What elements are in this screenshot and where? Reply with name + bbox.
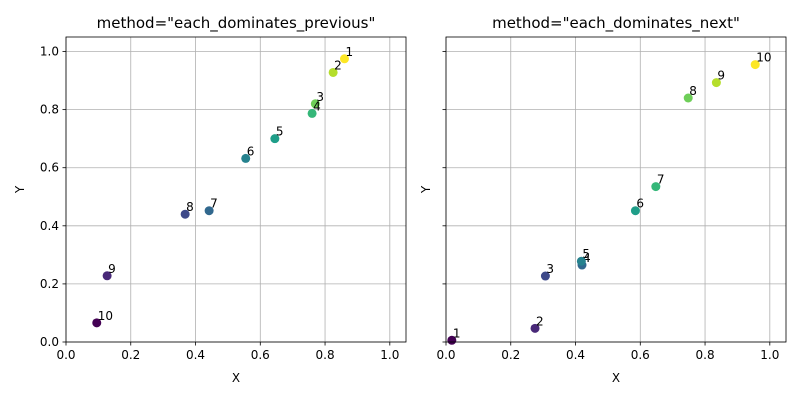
point-label-5: 5 — [582, 247, 590, 261]
y-tick-label: 0.4 — [40, 219, 59, 233]
scatter-point-10 — [750, 60, 760, 70]
point-label-7: 7 — [657, 173, 665, 187]
x-axis-label: X — [232, 371, 240, 385]
scatter-point-9 — [711, 78, 721, 88]
x-tick-label: 0.0 — [436, 348, 455, 362]
point-label-4: 4 — [313, 99, 321, 113]
point-label-3: 3 — [546, 262, 554, 276]
point-label-9: 9 — [717, 69, 725, 83]
scatter-point-10 — [92, 318, 102, 328]
point-label-9: 9 — [108, 262, 116, 276]
chart-panel-1: 0.0 0.2 0.4 0.6 0.8 1.0 0.0 0.2 0.4 0.6 0.8 1.0 12 34… — [13, 14, 407, 385]
chart-title: method="each_dominates_previous" — [97, 14, 376, 33]
x-tick-label: 0.2 — [501, 348, 520, 362]
scatter-point-6 — [241, 153, 251, 163]
x-tick-label: 1.0 — [380, 348, 399, 362]
axes-frame — [445, 36, 787, 343]
point-label-10: 10 — [756, 51, 771, 65]
scatter-point-7 — [651, 182, 661, 192]
y-tick-label: 0.2 — [40, 277, 59, 291]
y-axis-label: Y — [419, 185, 433, 194]
point-label-6: 6 — [636, 197, 644, 211]
scatter-point-2 — [530, 323, 540, 333]
x-tick-label: 0.0 — [56, 348, 75, 362]
scatter-point-2 — [328, 67, 338, 77]
y-tick-label: 0.0 — [40, 335, 59, 349]
x-axis-label: X — [612, 371, 620, 385]
point-label-6: 6 — [247, 144, 255, 158]
point-label-5: 5 — [276, 125, 284, 139]
chart-title: method="each_dominates_next" — [492, 14, 740, 33]
scatter-point-5 — [270, 134, 280, 144]
point-label-4: 4 — [583, 251, 591, 265]
point-label-3: 3 — [316, 90, 324, 104]
point-label-7: 7 — [210, 197, 218, 211]
scatter-point-6 — [630, 206, 640, 216]
x-tick-label: 1.0 — [760, 348, 779, 362]
y-tick-label: 1.0 — [40, 45, 59, 59]
x-tick-label: 0.4 — [186, 348, 205, 362]
scatter-point-5 — [576, 256, 586, 266]
x-tick-label: 0.8 — [696, 348, 715, 362]
scatter-point-3 — [540, 271, 550, 281]
point-label-8: 8 — [689, 84, 697, 98]
x-tick-label: 0.8 — [316, 348, 335, 362]
y-tick-label: 0.6 — [40, 161, 59, 175]
point-label-2: 2 — [536, 314, 544, 328]
y-tick-label: 0.8 — [40, 103, 59, 117]
scatter-point-8 — [683, 93, 693, 103]
point-label-2: 2 — [334, 58, 342, 72]
x-tick-label: 0.2 — [121, 348, 140, 362]
point-label-10: 10 — [98, 309, 113, 323]
axes-frame — [65, 36, 407, 343]
scatter-point-1 — [339, 54, 349, 64]
scatter-point-9 — [102, 271, 112, 281]
point-label-1: 1 — [453, 326, 461, 340]
x-tick-label: 0.6 — [631, 348, 650, 362]
point-label-8: 8 — [186, 200, 194, 214]
scatter-point-8 — [180, 209, 190, 219]
chart-panel-2: 0.0 0.2 0.4 0.6 0.8 1.012345678910method="eac… — [419, 14, 787, 385]
scatter-point-4 — [307, 108, 317, 118]
x-tick-label: 0.4 — [566, 348, 585, 362]
scatter-point-3 — [310, 99, 320, 109]
scatter-point-1 — [447, 335, 457, 345]
point-label-1: 1 — [345, 45, 353, 59]
x-tick-label: 0.6 — [251, 348, 270, 362]
y-axis-label: Y — [13, 185, 27, 194]
scatter-point-7 — [204, 206, 214, 216]
